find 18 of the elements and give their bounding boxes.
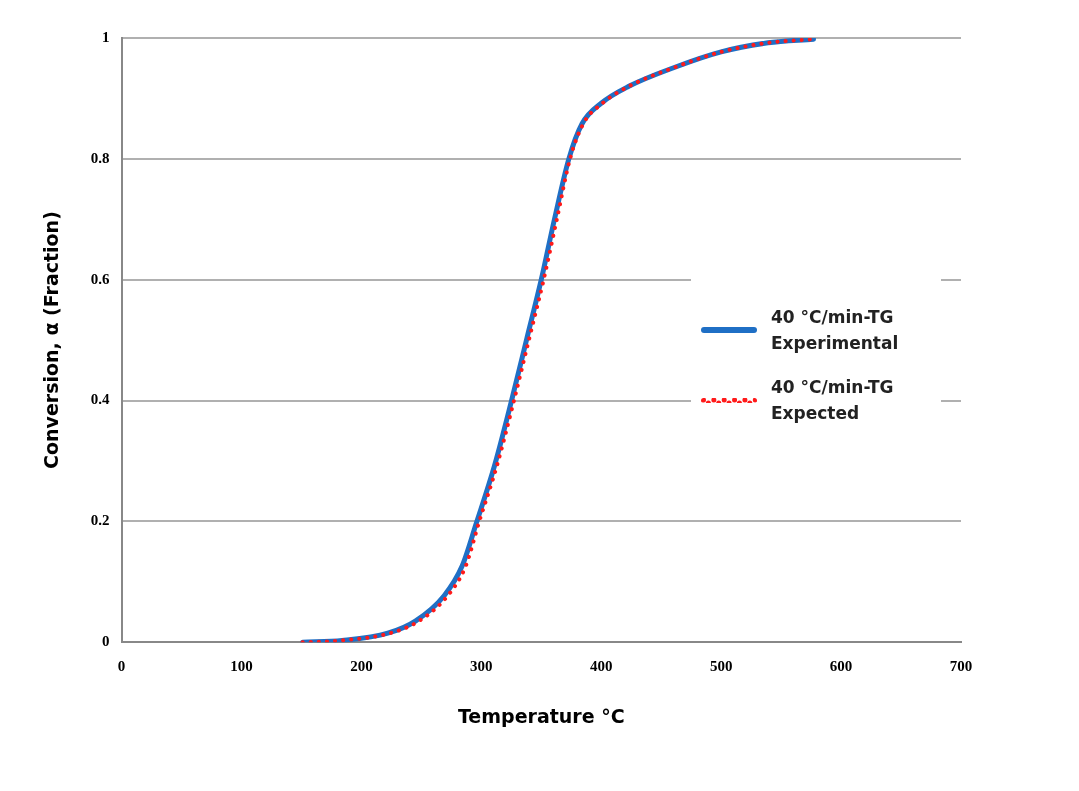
x-tick-label: 400 xyxy=(589,658,613,675)
legend-label: 40 °C/min-TG Expected xyxy=(771,376,895,425)
y-tick-label: 0 xyxy=(102,633,110,650)
x-tick-label: 600 xyxy=(829,658,853,675)
x-tick-label: 200 xyxy=(350,658,373,675)
legend-label: 40 °C/min-TG Experimental xyxy=(771,306,900,355)
y-tick-label: 0.8 xyxy=(90,149,110,166)
y-axis-title: Conversion, α (Fraction) xyxy=(40,211,63,470)
x-tick-label: 100 xyxy=(230,658,253,675)
x-tick-label: 300 xyxy=(470,658,493,675)
y-tick-label: 0.4 xyxy=(90,391,111,408)
y-tick-label: 0.2 xyxy=(90,512,110,529)
x-tick-label: 0 xyxy=(117,658,126,675)
y-tick-label: 1 xyxy=(102,28,110,45)
y-tick-label: 0.6 xyxy=(90,270,111,287)
x-tick-label: 500 xyxy=(709,658,733,675)
x-tick-label: 700 xyxy=(949,658,973,675)
x-axis-title: Temperature °C xyxy=(457,704,625,727)
